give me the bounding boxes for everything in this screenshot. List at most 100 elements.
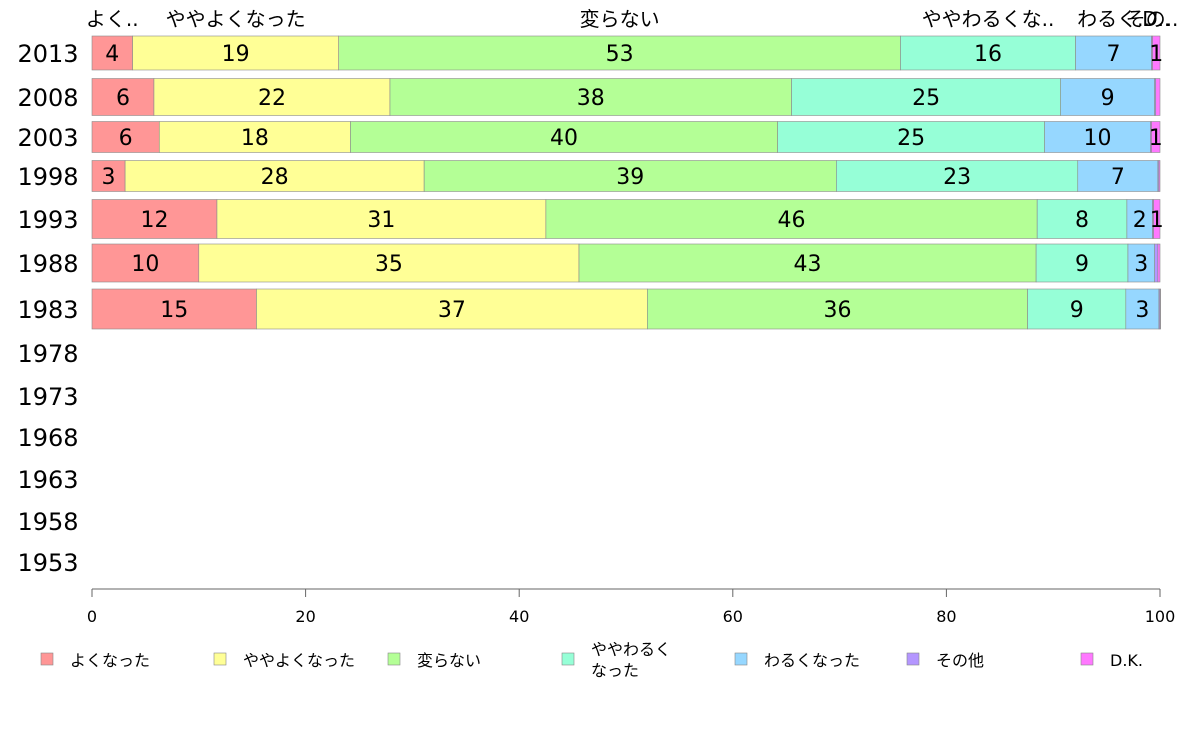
bar-value-label: 2 xyxy=(1133,208,1147,233)
bar-value-label: 6 xyxy=(116,86,130,111)
bar-segment xyxy=(91,288,257,330)
bar-segment xyxy=(256,288,648,330)
year-label: 2003 xyxy=(17,124,78,152)
bar-segment xyxy=(1027,288,1127,330)
bar-value-label: 37 xyxy=(438,298,466,323)
year-label: 1973 xyxy=(17,383,78,411)
legend-swatch xyxy=(561,652,575,666)
year-label: 1998 xyxy=(17,163,78,191)
bar-value-label: 18 xyxy=(241,126,269,151)
bar-value-label: 9 xyxy=(1070,298,1084,323)
legend-label: その他 xyxy=(936,651,984,670)
year-label: 2013 xyxy=(17,40,78,68)
bar-value-label: 38 xyxy=(577,86,605,111)
bar-value-label: 43 xyxy=(794,252,822,277)
bar-value-label: 36 xyxy=(823,298,851,323)
bar-segment xyxy=(545,199,1038,239)
bar-segment xyxy=(1158,160,1161,192)
year-label: 1988 xyxy=(17,250,78,278)
bar-segment xyxy=(338,35,901,71)
year-label: 1953 xyxy=(17,549,78,577)
x-tick-label: 0 xyxy=(87,607,97,626)
legend-swatch xyxy=(387,652,401,666)
bar-segment xyxy=(1077,160,1159,192)
bar-value-label: 35 xyxy=(375,252,403,277)
bar-value-label: 28 xyxy=(261,165,289,190)
bar-segment xyxy=(91,199,218,239)
bar-segment xyxy=(1044,121,1151,153)
legend-swatch xyxy=(906,652,920,666)
bar-value-label: 4 xyxy=(105,42,119,67)
year-label: 1968 xyxy=(17,424,78,452)
series-header-3: ややわるくな.. xyxy=(922,7,1055,31)
bar-value-label: 25 xyxy=(897,126,925,151)
bar-value-label: 1 xyxy=(1149,126,1163,151)
bar-value-label: 16 xyxy=(974,42,1002,67)
legend-label: よくなった xyxy=(70,651,150,670)
legend-label: D.K. xyxy=(1110,651,1143,670)
bar-value-label: 31 xyxy=(367,208,395,233)
bar-value-label: 10 xyxy=(1084,126,1112,151)
x-tick-label: 60 xyxy=(723,607,743,626)
bar-segment xyxy=(91,78,155,116)
bar-segment xyxy=(1125,288,1160,330)
bar-segment xyxy=(91,243,200,283)
bar-segment xyxy=(1155,78,1161,116)
bar-value-label: 3 xyxy=(1135,298,1149,323)
bar-segment xyxy=(1060,78,1155,116)
year-label: 1963 xyxy=(17,466,78,494)
bar-segment xyxy=(350,121,778,153)
bar-value-label: 23 xyxy=(943,165,971,190)
bar-segment xyxy=(1159,288,1161,330)
bar-segment xyxy=(91,121,160,153)
legend-label: なった xyxy=(591,661,639,680)
bar-segment xyxy=(777,121,1045,153)
bar-value-label: 9 xyxy=(1101,86,1115,111)
bar-segment xyxy=(1151,121,1161,153)
series-header-2: 変らない xyxy=(580,7,660,31)
bar-value-label: 1 xyxy=(1150,208,1164,233)
bar-segment xyxy=(836,160,1079,192)
legend-swatch xyxy=(734,652,748,666)
year-axis-labels: 2013 2008 2003 1998 1993 1988 1983 1978 1973 1968… xyxy=(17,40,78,577)
bar-segment xyxy=(91,35,133,71)
series-header-4: わるく.. xyxy=(1077,7,1150,31)
year-label: 2008 xyxy=(17,84,78,112)
bar-value-label: 22 xyxy=(258,86,286,111)
bar-segment xyxy=(1157,243,1161,283)
series-header-0: よく.. xyxy=(86,7,139,31)
bar-segment xyxy=(124,160,425,192)
bar-segment xyxy=(900,35,1076,71)
year-label: 1978 xyxy=(17,340,78,368)
bar-value-label: 12 xyxy=(140,208,168,233)
x-axis: 0 20 40 60 80 100 xyxy=(87,588,1176,626)
bar-value-label: 25 xyxy=(912,86,940,111)
bar-segment xyxy=(423,160,837,192)
x-tick-label: 20 xyxy=(295,607,315,626)
legend-swatch xyxy=(40,652,54,666)
bar-value-label: 39 xyxy=(616,165,644,190)
bar-value-label: 3 xyxy=(102,165,116,190)
bar-value-label: 19 xyxy=(222,42,250,67)
year-label: 1993 xyxy=(17,206,78,234)
x-tick-label: 80 xyxy=(936,607,956,626)
x-tick-label: 100 xyxy=(1145,607,1176,626)
bar-value-label: 7 xyxy=(1107,42,1121,67)
bar-segment xyxy=(578,243,1037,283)
bar-value-label: 15 xyxy=(160,298,188,323)
bar-value-label: 53 xyxy=(606,42,634,67)
bar-value-label: 46 xyxy=(778,208,806,233)
bar-segment xyxy=(216,199,547,239)
bar-value-label: 7 xyxy=(1111,165,1125,190)
legend-label: ややよくなった xyxy=(243,651,355,670)
legend-label: 変らない xyxy=(417,651,481,670)
bars-area: 4 19 53 16 7 16 22 38 25 96 18 40 25 10 13 28 39 23 712 31 4… xyxy=(91,35,1164,330)
legend-swatch xyxy=(213,652,227,666)
series-header-labels: よく.. ややよくなった 変らない ややわるくな.. わるく..その..D.. xyxy=(86,7,1178,31)
bar-segment xyxy=(791,78,1061,116)
bar-segment xyxy=(158,121,351,153)
legend-label: ややわるく xyxy=(591,640,671,659)
bar-segment xyxy=(1154,243,1159,283)
